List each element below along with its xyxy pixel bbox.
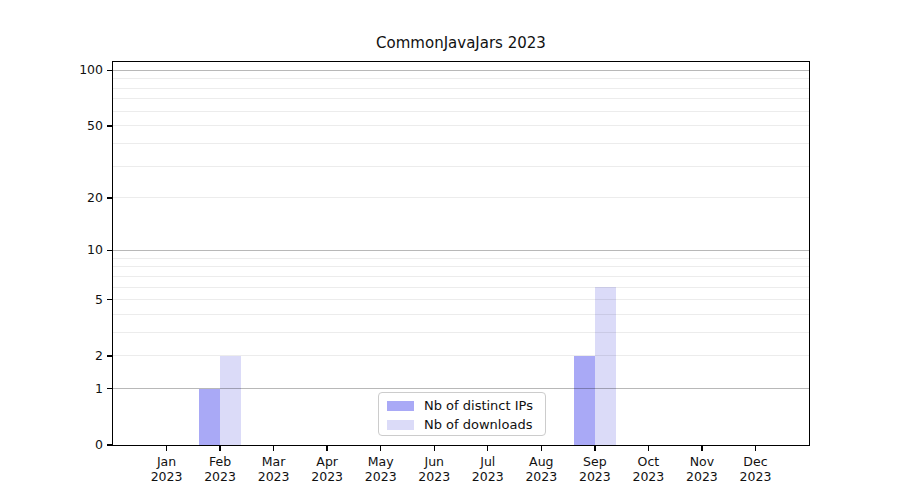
legend-label-distinct-ips: Nb of distinct IPs xyxy=(424,398,533,413)
gridline-minor xyxy=(113,355,809,356)
x-tick-label: Apr2023 xyxy=(297,454,357,484)
x-tick-label: Feb2023 xyxy=(190,454,250,484)
gridline-minor xyxy=(113,143,809,144)
gridline-major xyxy=(113,250,809,251)
x-tick-label: Sep2023 xyxy=(565,454,625,484)
x-tick xyxy=(487,446,488,451)
y-tick-label: 0 xyxy=(0,437,103,453)
gridline-minor xyxy=(113,266,809,267)
y-tick-label: 1 xyxy=(0,381,103,397)
x-tick xyxy=(219,446,220,451)
y-tick xyxy=(107,355,112,356)
y-tick xyxy=(107,125,112,126)
plot-area xyxy=(113,62,809,445)
gridline-minor xyxy=(113,276,809,277)
x-tick-label: Jun2023 xyxy=(404,454,464,484)
grid-layer xyxy=(113,62,809,445)
x-tick xyxy=(594,446,595,451)
y-tick-label: 10 xyxy=(0,242,103,258)
x-tick xyxy=(326,446,327,451)
y-tick xyxy=(107,299,112,300)
gridline-minor xyxy=(113,332,809,333)
y-tick xyxy=(107,197,112,198)
x-tick xyxy=(541,446,542,451)
y-tick-label: 20 xyxy=(0,190,103,206)
chart-figure: CommonJavaJars 2023 0 1 2 5 10 20 50 100 Jan2023… xyxy=(0,0,900,500)
legend-swatch-downloads xyxy=(387,420,414,430)
x-tick xyxy=(380,446,381,451)
gridline-minor xyxy=(113,197,809,198)
x-tick-label: Oct2023 xyxy=(618,454,678,484)
x-tick-label: Nov2023 xyxy=(672,454,732,484)
gridline-major xyxy=(113,388,809,389)
x-tick xyxy=(434,446,435,451)
legend-item-downloads: Nb of downloads xyxy=(379,415,545,434)
x-tick-label: Aug2023 xyxy=(511,454,571,484)
gridline-minor xyxy=(113,111,809,112)
gridline-minor xyxy=(113,287,809,288)
gridline-minor xyxy=(113,78,809,79)
y-tick-label: 100 xyxy=(0,62,103,78)
gridline-minor xyxy=(113,125,809,126)
x-tick-label: Dec2023 xyxy=(725,454,785,484)
y-tick xyxy=(107,444,112,445)
gridline-minor xyxy=(113,258,809,259)
x-tick xyxy=(273,446,274,451)
chart-title: CommonJavaJars 2023 xyxy=(113,34,809,52)
y-tick-label: 2 xyxy=(0,348,103,364)
y-tick xyxy=(107,250,112,251)
y-tick xyxy=(107,70,112,71)
x-tick xyxy=(701,446,702,451)
gridline-major xyxy=(113,70,809,71)
x-tick-label: May2023 xyxy=(351,454,411,484)
gridline-minor xyxy=(113,314,809,315)
x-tick-label: Mar2023 xyxy=(244,454,304,484)
gridline-minor xyxy=(113,98,809,99)
gridline-minor xyxy=(113,166,809,167)
x-tick xyxy=(166,446,167,451)
gridline-minor xyxy=(113,88,809,89)
legend: Nb of distinct IPs Nb of downloads xyxy=(378,392,546,436)
y-tick xyxy=(107,388,112,389)
legend-item-distinct-ips: Nb of distinct IPs xyxy=(379,396,545,415)
legend-label-downloads: Nb of downloads xyxy=(424,417,532,432)
x-tick-label: Jan2023 xyxy=(137,454,197,484)
y-tick-label: 5 xyxy=(0,292,103,308)
x-tick-label: Jul2023 xyxy=(458,454,518,484)
x-tick xyxy=(648,446,649,451)
y-tick-label: 50 xyxy=(0,118,103,134)
gridline-minor xyxy=(113,299,809,300)
legend-swatch-distinct-ips xyxy=(387,401,414,411)
x-tick xyxy=(755,446,756,451)
